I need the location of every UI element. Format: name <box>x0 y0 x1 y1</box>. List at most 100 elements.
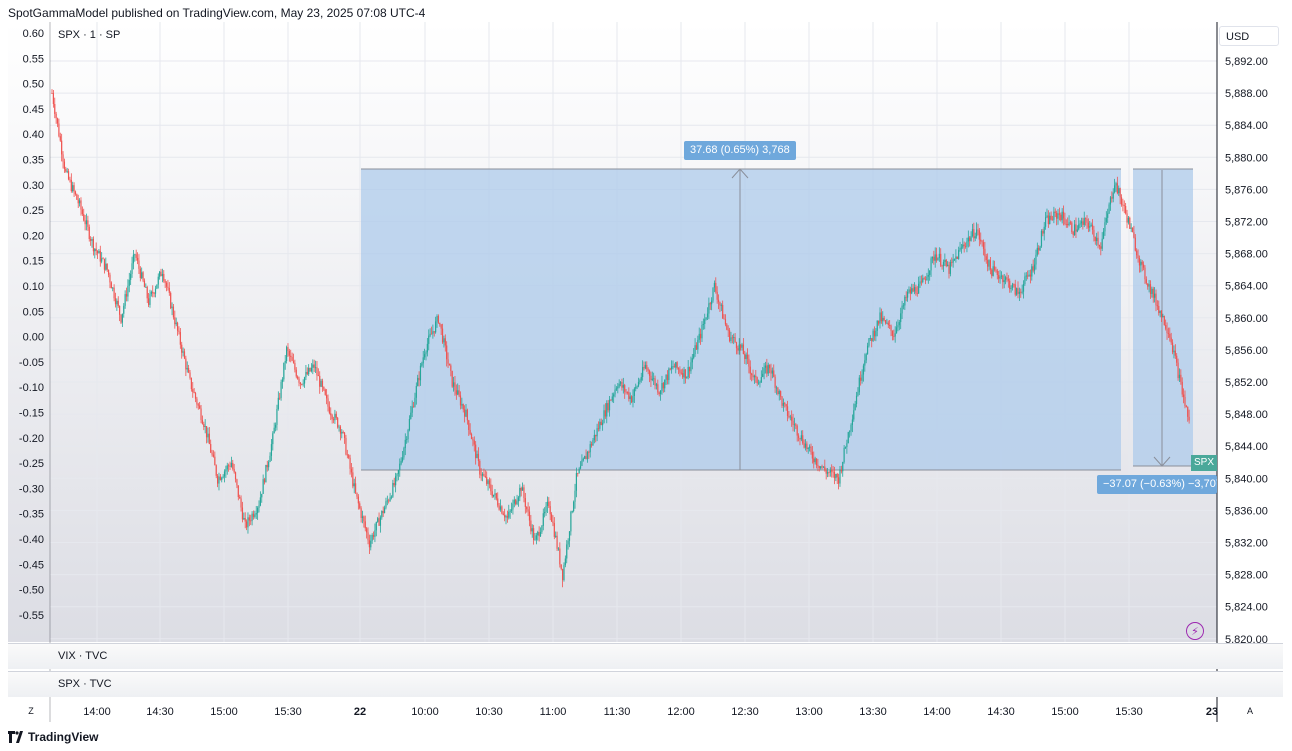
candle-body <box>379 517 382 526</box>
candle-body <box>399 463 401 471</box>
candle-body <box>263 479 266 483</box>
candle-body <box>204 426 206 427</box>
candle-body <box>604 410 606 417</box>
candle-body <box>893 335 895 337</box>
x-axis-tick: 23 <box>1206 706 1218 718</box>
candle-body <box>1021 291 1023 293</box>
candle-body <box>970 235 972 241</box>
candle-body <box>818 466 820 469</box>
candle-body <box>247 517 249 528</box>
candle-body <box>458 390 460 396</box>
candle-body <box>517 497 520 502</box>
candle-body <box>1097 237 1099 245</box>
candle-body <box>978 230 980 240</box>
candle-body <box>273 427 275 434</box>
candle-body <box>555 535 557 537</box>
candle-body <box>219 476 221 480</box>
candle-body <box>1130 227 1132 229</box>
candle-body <box>552 521 554 524</box>
candle-body <box>929 270 931 275</box>
candle-body <box>152 291 154 294</box>
candle-body <box>239 497 241 499</box>
candle-body <box>809 446 811 448</box>
candle-body <box>1016 288 1018 295</box>
zoom-button[interactable]: Z <box>28 706 34 716</box>
candle-body <box>548 501 550 507</box>
candle-body <box>309 367 311 372</box>
spx-pane[interactable]: SPX · TVC <box>8 671 1283 697</box>
left-axis-tick: 0.35 <box>23 155 44 167</box>
candle-body <box>797 435 800 438</box>
candle-body <box>700 333 702 339</box>
candle-body <box>324 389 326 395</box>
right-axis-tick: 5,836.00 <box>1225 505 1268 517</box>
footer-brand-text: TradingView <box>28 730 99 744</box>
candle-body <box>597 428 600 430</box>
candle-body <box>1119 188 1121 198</box>
candle-body <box>190 377 192 390</box>
candle-body <box>342 431 344 433</box>
candle-body <box>450 365 452 371</box>
candle-body <box>200 408 202 420</box>
candle-body <box>802 435 804 444</box>
candle-body <box>880 312 882 322</box>
candle-body <box>632 395 634 403</box>
candle-body <box>149 294 151 305</box>
candle-body <box>773 370 775 377</box>
candle-body <box>415 385 417 398</box>
candle-body <box>976 229 978 237</box>
candle-body <box>1033 264 1036 271</box>
candle-body <box>374 530 376 537</box>
candle-body <box>58 123 60 137</box>
candle-body <box>886 322 888 324</box>
candle-body <box>261 493 263 498</box>
currency-selector[interactable]: USD <box>1219 26 1279 46</box>
candle-body <box>781 396 783 406</box>
candle-body <box>774 376 776 388</box>
candle-body <box>824 466 826 471</box>
candle-body <box>357 496 359 504</box>
right-axis-tick: 5,892.00 <box>1225 56 1268 68</box>
candle-body <box>712 287 714 301</box>
candle-body <box>716 291 718 300</box>
candle-body <box>887 322 889 326</box>
candle-body <box>255 513 257 515</box>
candle-body <box>490 484 492 492</box>
auto-scale-button[interactable]: A <box>1246 706 1253 716</box>
candle-body <box>288 351 290 356</box>
candle-body <box>361 516 364 518</box>
candle-body <box>186 368 188 370</box>
candle-body <box>229 466 231 467</box>
candle-body <box>734 337 736 343</box>
candle-body <box>1136 250 1138 256</box>
candle-body <box>563 565 565 581</box>
candle-body <box>1112 192 1114 199</box>
footer-brand[interactable]: TradingView <box>8 730 98 744</box>
right-axis-tick: 5,884.00 <box>1225 120 1268 132</box>
candle-body <box>607 403 609 411</box>
candle-body <box>277 397 279 410</box>
candle-body <box>611 396 613 401</box>
candle-body <box>793 424 796 426</box>
candle-body <box>912 288 914 292</box>
symbol-legend[interactable]: SPX · 1 · SP <box>58 29 121 41</box>
lightning-icon[interactable]: ⚡ <box>1186 622 1204 640</box>
candle-body <box>1188 416 1190 421</box>
left-axis-tick: 0.45 <box>23 104 44 116</box>
candle-body <box>130 273 132 280</box>
candle-body <box>884 320 887 324</box>
candle-body <box>461 404 463 406</box>
candle-body <box>741 344 743 348</box>
candle-body <box>738 344 740 351</box>
candle-body <box>326 394 328 399</box>
candle-body <box>308 367 310 375</box>
candle-body <box>512 503 514 510</box>
candle-body <box>211 452 213 455</box>
candle-body <box>843 447 845 462</box>
candle-body <box>693 354 695 359</box>
vix-pane[interactable]: VIX · TVC <box>8 643 1283 669</box>
candle-body <box>334 413 336 421</box>
candle-body <box>889 325 891 326</box>
candle-body <box>744 354 746 360</box>
